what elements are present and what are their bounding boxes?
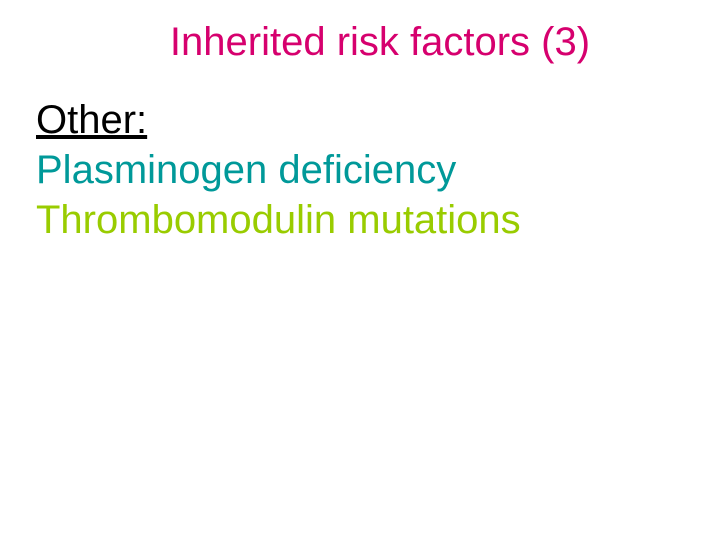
- slide: Inherited risk factors (3) Other: Plasmi…: [0, 0, 720, 540]
- slide-body: Other: Plasminogen deficiency Thrombomod…: [36, 95, 684, 245]
- subheading-other: Other:: [36, 95, 684, 145]
- slide-title: Inherited risk factors (3): [0, 20, 720, 65]
- list-item: Plasminogen deficiency: [36, 145, 684, 195]
- list-item: Thrombomodulin mutations: [36, 195, 684, 245]
